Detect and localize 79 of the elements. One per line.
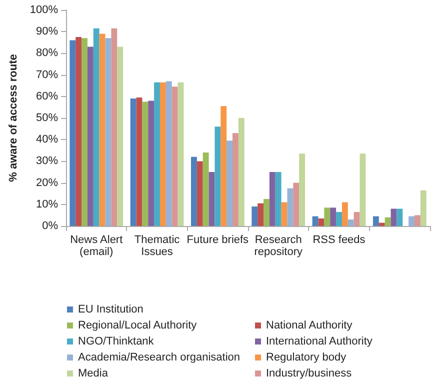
legend-label: National Authority: [266, 320, 353, 332]
bar: [232, 133, 238, 226]
bar: [99, 34, 106, 226]
bar: [420, 190, 426, 226]
x-tick-label: RSS feeds: [312, 234, 366, 246]
bar: [318, 218, 324, 226]
bar: [312, 216, 318, 226]
bar: [390, 208, 397, 226]
bar: [264, 199, 270, 226]
bar: [238, 118, 244, 226]
y-tick-label: 100%: [30, 4, 58, 16]
y-axis-title: % aware of access route: [8, 54, 20, 182]
x-tick-label: Future briefs: [186, 234, 250, 246]
x-tick-label: News Alert (email): [70, 234, 123, 258]
bar: [293, 182, 300, 226]
bar: [281, 202, 288, 226]
bar: [214, 126, 221, 226]
bar: [154, 82, 160, 226]
bar: [342, 202, 348, 226]
bar: [82, 38, 88, 226]
bar: [172, 86, 178, 226]
legend-label: International Authority: [266, 336, 373, 348]
bar: [166, 81, 172, 226]
bar: [117, 46, 124, 226]
bar: [299, 154, 306, 226]
bar: [105, 38, 112, 226]
bar: [208, 172, 215, 226]
bar: [269, 172, 276, 226]
bar: [220, 106, 227, 226]
y-tick-label: 80%: [36, 47, 58, 60]
bar: [111, 28, 118, 226]
y-tick-label: 60%: [36, 90, 58, 102]
x-tick-label: Thematic Issues: [134, 234, 180, 258]
legend-label: Regional/Local Authority: [78, 320, 198, 332]
bar: [360, 154, 366, 226]
y-tick-label: 10%: [36, 198, 58, 210]
bar: [178, 82, 184, 226]
bar: [142, 102, 148, 226]
bar: [76, 37, 82, 226]
bar: [148, 100, 154, 226]
bar: [287, 188, 294, 226]
y-tick-label: 20%: [36, 176, 58, 189]
legend-label: Regulatory body: [266, 352, 347, 364]
legend-label: Academia/Research organisation: [78, 352, 240, 364]
bar: [354, 212, 360, 226]
y-tick-label: 70%: [36, 68, 58, 81]
bar: [136, 97, 142, 226]
bar: [196, 161, 203, 226]
legend-label: NGO/Thinktank: [78, 336, 154, 348]
bar: [202, 152, 209, 226]
legend-label: EU Institution: [78, 304, 144, 316]
bar: [408, 216, 414, 226]
bar: [275, 172, 282, 226]
y-tick-label: 30%: [36, 155, 58, 168]
bar: [258, 203, 264, 226]
bar: [330, 208, 336, 226]
bar: [336, 212, 342, 226]
bar: [87, 46, 94, 226]
legend-label: Industry/business: [266, 368, 352, 380]
bar: [378, 222, 385, 226]
bar: [93, 28, 100, 226]
bar: [160, 82, 166, 226]
bar: [384, 217, 391, 226]
x-tick-label: Research repository: [254, 234, 303, 258]
bar: [414, 215, 420, 226]
y-tick-label: 90%: [36, 26, 58, 38]
y-tick-label: 50%: [36, 112, 58, 124]
legend-label: Media: [78, 368, 109, 380]
y-tick-label: 0%: [42, 220, 58, 232]
bar: [190, 156, 197, 226]
bar: [226, 140, 233, 226]
y-tick-label: 40%: [36, 134, 58, 146]
bar: [372, 216, 379, 226]
bar: [348, 220, 354, 226]
bar: [396, 208, 403, 226]
bar: [324, 208, 330, 226]
bar: [130, 98, 136, 226]
bar: [252, 206, 258, 226]
bar: [70, 40, 76, 226]
